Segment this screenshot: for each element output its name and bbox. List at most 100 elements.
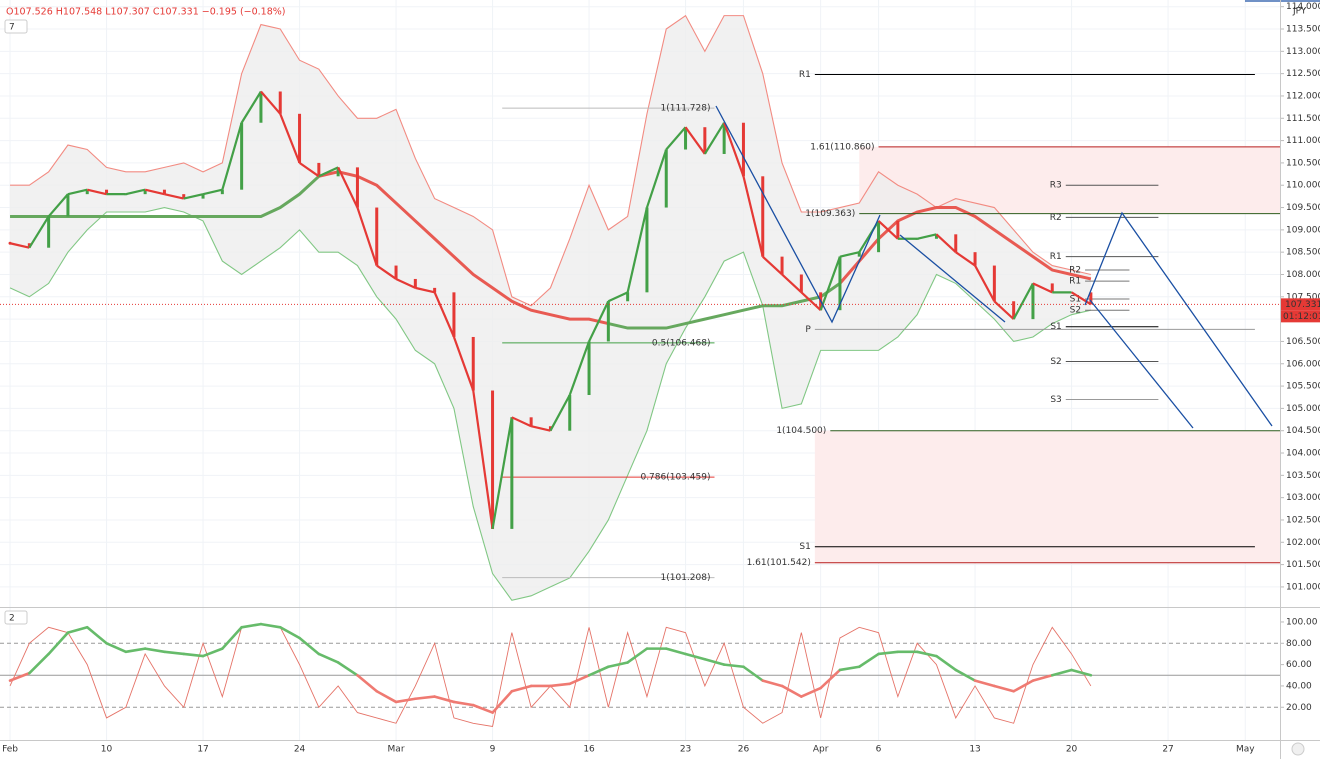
oscillator-segment [993,684,1015,693]
candle [298,113,302,163]
x-tick-label: 17 [197,745,208,755]
candle [568,394,572,431]
indicator-toggle[interactable] [4,610,28,625]
candle [452,292,456,337]
price-segment [588,300,610,342]
candle [722,122,726,154]
oscillator-segment [742,665,765,682]
oscillator-segment [935,654,958,672]
price-segment [433,291,455,338]
moving-average [318,170,609,326]
oscillator-segment [8,671,31,682]
price-segment [607,291,629,303]
candle [896,220,900,239]
candle [626,292,630,302]
level-label: S2 [1070,306,1081,316]
oscillator-segment [356,673,379,693]
ohlc-header: O107.526 H107.548 L107.307 C107.331 −0.1… [6,7,286,18]
y-tick-label: 104.500 [1286,426,1320,436]
candle [761,176,765,257]
price-segment [298,162,320,178]
candle [645,207,649,293]
auto-scale-button[interactable] [1291,742,1305,756]
oscillator-segment [1012,679,1035,693]
oscillator-segment [626,647,649,664]
oscillator-segment [28,652,50,675]
y-tick-label: 109.500 [1286,203,1320,213]
oscillator-segment [163,650,186,656]
level-label: R2 [1069,266,1081,276]
candle [201,194,205,199]
price-segment [665,126,687,151]
x-tick-label: 13 [969,745,980,755]
price-segment [183,193,204,200]
level-label: R1 [1050,252,1062,262]
oscillator-segment [124,647,147,654]
x-tick-label: 16 [583,745,595,755]
level-label: 1(101.208) [661,573,711,583]
countdown-tag [1281,310,1320,323]
oscillator-segment [47,631,70,656]
candle [529,417,533,427]
candle [85,189,89,195]
candle [27,243,31,248]
candle [877,220,881,253]
x-tick-label: 9 [490,745,496,755]
candle [375,207,379,266]
x-tick-label: 6 [876,745,882,755]
candle [1050,283,1054,293]
trend-lines [715,0,1320,429]
indicator-count[interactable]: 7 [9,23,15,33]
oscillator-segment [1050,668,1073,677]
price-segment [125,188,146,196]
price-segment [568,341,591,396]
y-tick-label: 103.500 [1286,471,1320,481]
indicator-count[interactable]: 2 [9,614,15,624]
oscillator-segment [394,697,417,704]
price-segment [1012,282,1034,320]
y-tick-label: 101.000 [1286,582,1320,592]
oscillator-segment [201,647,224,658]
candle [355,167,359,208]
oscillator-segment [549,682,572,688]
oscillator-segment [857,652,880,669]
level-label: R2 [1050,213,1062,223]
y-tick-label: 104.000 [1286,449,1320,459]
candle [471,336,475,391]
candle [915,238,919,240]
oscillator-segment [973,679,996,688]
price-segment [781,273,803,294]
y-tick-label: 20.00 [1286,703,1312,713]
level-label: S1 [799,542,810,552]
level-label: 0.786(103.459) [640,473,710,483]
trend-line [1084,211,1273,427]
candle [143,189,147,195]
price-segment [472,390,494,530]
y-tick-label: 108.500 [1286,248,1320,258]
level-label: R3 [1050,181,1062,191]
level-label: S2 [1050,357,1061,367]
level-label: R1 [799,70,811,80]
candle [1089,292,1093,305]
candle [491,390,495,529]
y-tick-label: 110.000 [1286,181,1320,191]
price-segment [839,251,860,258]
level-label: P [805,325,811,335]
y-tick-label: 109.000 [1286,225,1320,235]
price-segment [356,207,378,266]
candle [220,189,224,195]
upper-band [10,14,1091,307]
y-tick-label: 106.000 [1286,359,1320,369]
price-segment [318,166,339,178]
x-tick-label: 26 [738,745,750,755]
price-segment [279,113,301,164]
price-segment [511,416,532,428]
indicator-toggle[interactable] [4,19,28,34]
price-segment [723,122,745,177]
price-segment [703,122,726,155]
oscillator-segment [664,647,687,656]
moving-average [608,282,841,330]
candle [259,91,263,123]
level-label: S3 [1050,395,1061,405]
